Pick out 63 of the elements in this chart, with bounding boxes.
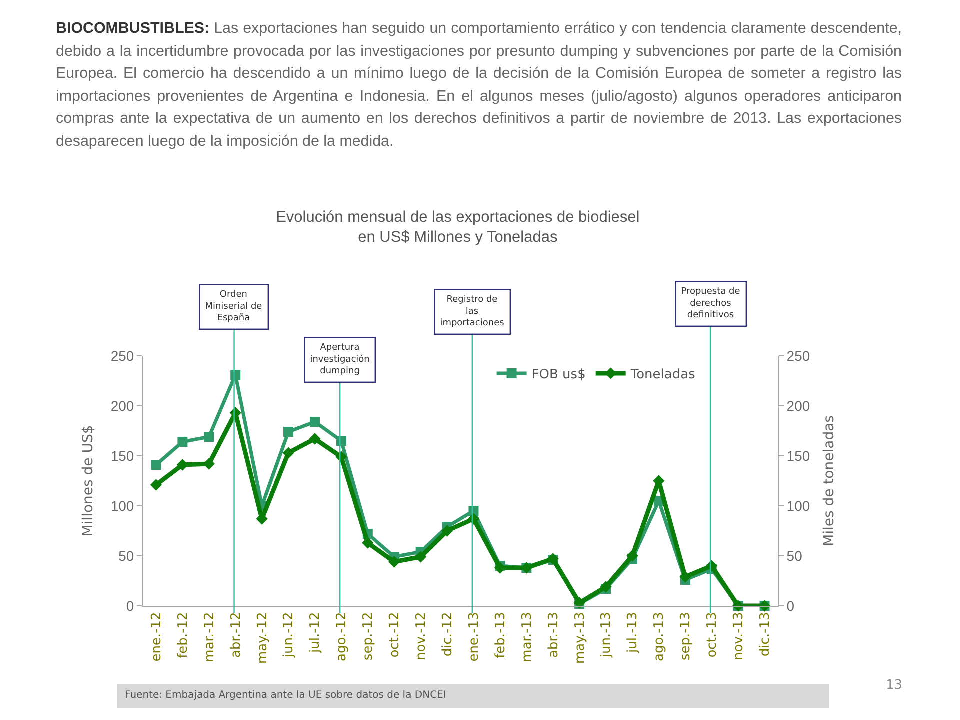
y2-axis-title: Miles de toneladas: [822, 416, 838, 546]
point: [336, 436, 346, 446]
x-tick-label: abr.-13: [546, 612, 562, 658]
point: [310, 417, 320, 427]
x-tick-label: mar.-13: [520, 612, 535, 662]
point: [441, 525, 454, 537]
point: [680, 571, 692, 583]
y-tick-label: 150: [110, 448, 134, 464]
y-tick-label: 100: [110, 498, 134, 514]
ref-line-label: Orden Miniserial de España: [205, 290, 263, 324]
x-tick-label: ago.-13: [652, 612, 668, 662]
ref-line-label: Propuesta de derechos definitivos: [681, 287, 741, 321]
legend-label: Toneladas: [630, 368, 696, 383]
x-tick-label: dic.-12: [440, 612, 456, 657]
x-tick-label: may.-13: [572, 612, 588, 664]
x-tick-label: sep.-13: [678, 612, 694, 661]
y2-tick-label: 100: [786, 498, 810, 514]
y2-tick-label: 0: [786, 598, 795, 614]
x-tick-label: feb.-13: [493, 612, 508, 658]
point: [150, 479, 162, 491]
x-tick-label: sep.-12: [361, 612, 376, 661]
point: [362, 537, 374, 549]
x-tick-label: oct.-13: [705, 612, 720, 658]
x-tick-label: feb.-12: [176, 612, 191, 658]
y2-tick-label: 150: [786, 448, 810, 464]
y-tick-label: 200: [110, 398, 134, 414]
y2-tick-label: 250: [786, 348, 810, 364]
x-tick-label: nov.-13: [732, 612, 747, 660]
y-axis-title: Millones de US$: [80, 425, 96, 537]
x-tick-label: jun.-13: [599, 612, 614, 659]
point: [600, 581, 612, 593]
x-tick-label: may.-12: [255, 612, 270, 664]
x-tick-label: oct.-12: [388, 612, 403, 658]
point: [204, 432, 214, 442]
ref-line-label: Registro de las importaciones: [440, 295, 505, 329]
x-tick-label: jul.-13: [626, 612, 641, 654]
y-tick-label: 0: [126, 598, 134, 614]
point: [282, 447, 294, 459]
point: [309, 433, 321, 445]
x-tick-label: jun.-12: [282, 612, 297, 659]
legend-label: FOB us$: [532, 368, 586, 383]
point: [151, 460, 162, 470]
point: [284, 427, 294, 437]
text: 13: [886, 678, 903, 693]
y-tick-label: 250: [110, 348, 134, 364]
x-tick-label: nov.-12: [414, 612, 430, 660]
source-note: Fuente: Embajada Argentina ante la UE sobre datos de la DNCEI: [117, 684, 829, 708]
x-tick-label: ene.-12: [149, 612, 164, 662]
y2-tick-label: 200: [786, 398, 810, 414]
ref-line-label: Apertura investigación dumping: [310, 343, 370, 377]
text: BIOCOMBUSTIBLES: Las exportaciones han seguido un comportamiento errático y con tendencia claramente descendente, debido a la incertidumbre provocada por las investigaciones por presunto dumping y subvenciones por parte de la Comisión Europea. El comercio ha descendido a un mínimo luego de la decisión de la Comisión Europea de someter a registro las importaciones provenientes de Argentina e Indonesia. En el algunos meses (julio/agosto) algunos operadores anticiparon compras ante la expectativa de un aumento en los derechos definitivos a partir de noviembre de 2013. Las exportaciones desaparecen luego de la imposición de la medida.: [56, 19, 902, 152]
x-tick-label: abr.-12: [228, 612, 244, 658]
x-tick-label: ago.-12: [334, 612, 350, 662]
y2-tick-label: 50: [786, 548, 803, 564]
chart-title: Evolución mensual de las exportaciones de biodiesel en US$ Millones y Toneladas: [276, 208, 640, 246]
y-tick-label: 50: [118, 548, 134, 564]
x-tick-label: jul.-12: [308, 612, 324, 654]
x-tick-label: dic.-13: [758, 612, 773, 657]
x-tick-label: mar.-12: [202, 612, 218, 662]
point: [178, 437, 188, 447]
point: [626, 550, 638, 562]
point: [388, 556, 400, 568]
x-tick-label: ene.-13: [466, 612, 482, 662]
